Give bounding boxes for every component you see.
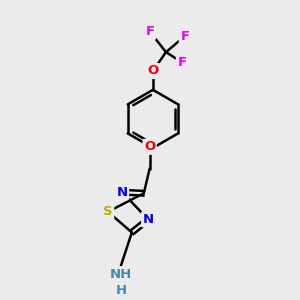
Text: F: F: [180, 30, 189, 43]
Text: N: N: [116, 186, 128, 199]
Text: NH: NH: [110, 268, 132, 281]
Text: F: F: [177, 56, 187, 69]
Text: O: O: [144, 140, 155, 153]
Text: N: N: [142, 213, 154, 226]
Text: F: F: [146, 25, 154, 38]
Text: S: S: [103, 205, 113, 218]
Text: O: O: [147, 64, 158, 77]
Text: H: H: [116, 284, 127, 297]
